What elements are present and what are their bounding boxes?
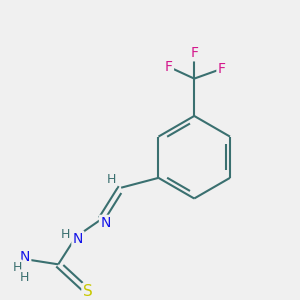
Text: H: H (61, 228, 70, 242)
Text: N: N (100, 216, 111, 230)
Text: N: N (73, 232, 83, 246)
Text: S: S (83, 284, 93, 299)
Text: F: F (218, 62, 226, 76)
Text: H: H (12, 261, 22, 274)
Text: F: F (190, 46, 198, 60)
Text: N: N (20, 250, 30, 265)
Text: H: H (106, 173, 116, 186)
Text: H: H (20, 271, 29, 284)
Text: F: F (165, 60, 173, 74)
